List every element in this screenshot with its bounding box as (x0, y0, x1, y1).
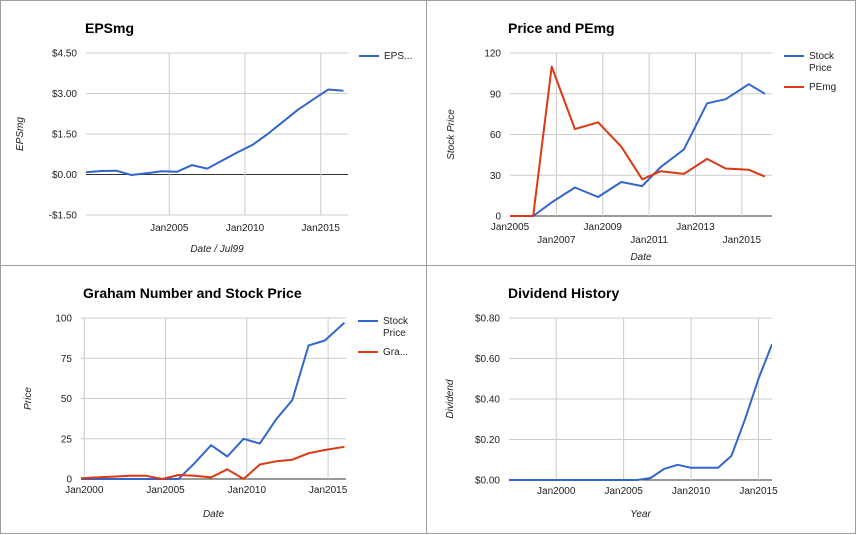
x-tick-label: Jan2005 (146, 485, 185, 496)
x-tick-label: Jan2015 (309, 485, 348, 496)
series-line-series-0 (509, 343, 772, 481)
x-axis-label: Date (203, 509, 225, 520)
legend-label: Stock Price (383, 316, 409, 339)
chart-title: Dividend History (508, 285, 619, 301)
legend-label: Stock Price (809, 51, 835, 74)
x-tick-label: Jan2005 (150, 223, 189, 234)
x-axis-label: Year (630, 509, 651, 520)
chart-title: Price and PEmg (508, 20, 615, 36)
series-line-stock-price-0 (510, 83, 766, 217)
y-tick-label: 30 (490, 171, 502, 182)
legend-label: PEmg (809, 82, 836, 93)
y-tick-label: $3.00 (52, 89, 77, 100)
x-tick-label: Jan2013 (676, 222, 715, 233)
legend-label: EPS... (384, 51, 412, 62)
y-tick-label: $0.00 (475, 476, 500, 487)
series-line-stock-price-0 (81, 322, 346, 480)
x-tick-label: Jan2011 (630, 235, 668, 246)
x-tick-label: Jan2005 (491, 222, 530, 233)
y-tick-label: $0.00 (52, 170, 77, 181)
x-tick-label: Jan2000 (537, 486, 576, 497)
y-tick-label: 25 (61, 434, 73, 445)
y-tick-label: 120 (484, 49, 501, 60)
series-line-eps-0 (86, 88, 344, 176)
chart-panel-epsmg: EPSmg -$1.50 $0.00 $1.50 $3.00 $4.50 Jan2005 Ja… (0, 0, 428, 267)
x-tick-label: Jan2007 (537, 235, 576, 246)
x-tick-label: Jan2000 (65, 485, 104, 496)
y-tick-label: 50 (61, 394, 73, 405)
x-tick-label: Jan2009 (584, 222, 623, 233)
y-axis-label: Price (23, 387, 34, 410)
chart-panel-dividend-history: Dividend History $0.00 $0.20 $0.40 $0.60 $0.8… (426, 265, 856, 534)
series-line-gra-1 (81, 445, 345, 480)
x-axis-label: Date / Jul99 (190, 244, 244, 255)
x-axis-label: Date (630, 252, 652, 263)
x-tick-label: Jan2005 (604, 486, 643, 497)
y-tick-label: 75 (61, 354, 73, 365)
x-tick-label: Jan2010 (228, 485, 267, 496)
y-axis-label: Stock Price (446, 109, 457, 160)
y-tick-label: $0.40 (475, 395, 500, 406)
y-axis-label: Dividend (445, 379, 456, 418)
series-line-pemg-1 (510, 65, 766, 217)
y-tick-label: $0.80 (475, 314, 500, 325)
y-tick-label: 60 (490, 130, 502, 141)
legend-label: Gra... (383, 347, 408, 358)
chart-svg-dividend: Dividend History $0.00 $0.20 $0.40 $0.60 $0.8… (445, 285, 778, 520)
chart-panel-price-pemg: Price and PEmg 0 30 60 90 120 Jan2005 Jan2007 Ja… (426, 0, 856, 267)
x-tick-label: Jan2015 (302, 223, 341, 234)
y-tick-label: $0.60 (475, 354, 500, 365)
y-tick-label: $0.20 (475, 435, 500, 446)
x-tick-label: Jan2010 (672, 486, 711, 497)
y-tick-label: $1.50 (52, 130, 77, 141)
x-tick-label: Jan2015 (723, 235, 762, 246)
y-tick-label: 90 (490, 89, 502, 100)
chart-title: EPSmg (85, 20, 134, 36)
y-tick-label: 0 (66, 475, 72, 486)
chart-panel-graham-price: Graham Number and Stock Price 0 25 50 75 100 J… (0, 265, 428, 534)
chart-svg-epsmg: EPSmg -$1.50 $0.00 $1.50 $3.00 $4.50 Jan2005 Ja… (15, 20, 412, 255)
y-tick-label: -$1.50 (49, 211, 78, 222)
y-tick-label: $4.50 (52, 49, 77, 60)
chart-svg-price-pemg: Price and PEmg 0 30 60 90 120 Jan2005 Jan2007 Ja… (446, 20, 836, 263)
chart-title: Graham Number and Stock Price (83, 285, 302, 301)
y-axis-label: EPSmg (15, 117, 26, 151)
x-tick-label: Jan2010 (226, 223, 265, 234)
chart-svg-graham: Graham Number and Stock Price 0 25 50 75 100 J… (23, 285, 409, 520)
y-tick-label: 0 (495, 212, 501, 223)
y-tick-label: 100 (55, 314, 72, 325)
x-tick-label: Jan2015 (739, 486, 778, 497)
